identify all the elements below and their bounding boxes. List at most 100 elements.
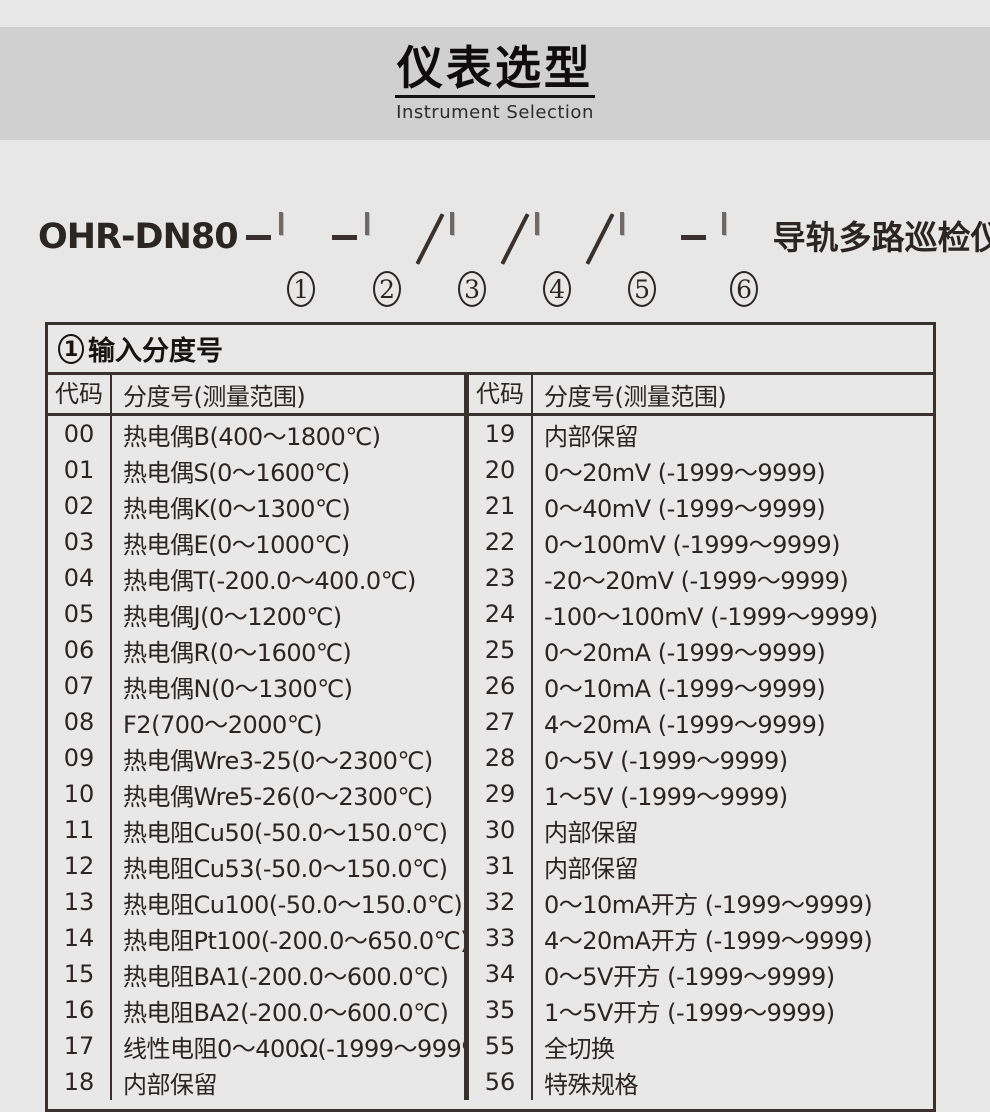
col-header-desc: 分度号(测量范围): [123, 382, 306, 411]
row-code: 32: [469, 884, 533, 920]
input-code-table: 1 输入分度号 代码 分度号(测量范围) 00 热电偶B(400～1800℃) …: [45, 322, 936, 1112]
row-desc: 热电偶E(0～1000℃): [123, 530, 350, 559]
model-box-1: 1: [278, 212, 324, 307]
code-box-icon: [534, 212, 539, 235]
row-code: 14: [48, 920, 112, 956]
row-code: 15: [48, 956, 112, 992]
row-desc: F2(700～2000℃): [123, 710, 323, 739]
table-row: 05 热电偶J(0～1200℃): [48, 596, 464, 632]
row-desc: 热电阻BA1(-200.0～600.0℃): [123, 962, 449, 991]
circled-one-icon: 1: [58, 333, 84, 364]
row-desc: 线性电阻0～400Ω(-1999～9999): [123, 1034, 464, 1063]
table-row: 20 0～20mV (-1999～9999): [469, 452, 933, 488]
row-code: 01: [48, 452, 112, 488]
slash-separator: [500, 213, 530, 265]
table-row: 27 4～20mA (-1999～9999): [469, 704, 933, 740]
table-title: 1 输入分度号: [48, 325, 933, 375]
row-code: 28: [469, 740, 533, 776]
row-desc: 热电阻Cu50(-50.0～150.0℃): [123, 818, 448, 847]
code-box-icon: [364, 212, 369, 235]
table-row: 25 0～20mA (-1999～9999): [469, 632, 933, 668]
row-desc: 热电偶B(400～1800℃): [123, 422, 381, 451]
row-desc: -20～20mV (-1999～9999): [544, 566, 849, 595]
row-code: 56: [469, 1064, 533, 1100]
row-desc: 全切换: [544, 1034, 615, 1063]
row-desc: 热电偶R(0～1600℃): [123, 638, 352, 667]
table-row: 24 -100～100mV (-1999～9999): [469, 596, 933, 632]
row-desc: 0～10mA (-1999～9999): [544, 674, 826, 703]
row-code: 12: [48, 848, 112, 884]
row-code: 03: [48, 524, 112, 560]
row-code: 10: [48, 776, 112, 812]
row-desc: 1～5V (-1999～9999): [544, 782, 788, 811]
row-code: 02: [48, 488, 112, 524]
table-row: 09 热电偶Wre3-25(0～2300℃): [48, 740, 464, 776]
row-desc: 0～10mA开方 (-1999～9999): [544, 890, 873, 919]
position-number-2: 2: [373, 271, 402, 307]
header-band: 仪表选型 Instrument Selection: [0, 27, 990, 140]
table-row: 16 热电阻BA2(-200.0～600.0℃): [48, 992, 464, 1028]
table-row: 23 -20～20mV (-1999～9999): [469, 560, 933, 596]
model-box-4: 4: [534, 212, 580, 307]
table-row: 21 0～40mV (-1999～9999): [469, 488, 933, 524]
table-row: 30 内部保留: [469, 812, 933, 848]
table-row: 01 热电偶S(0～1600℃): [48, 452, 464, 488]
slash-separator: [415, 213, 445, 265]
row-desc: 内部保留: [544, 854, 639, 883]
dash-separator: [245, 235, 271, 240]
table-rows-right: 19 内部保留 20 0～20mV (-1999～9999) 21 0～40mV…: [469, 416, 933, 1100]
row-desc: 0～20mA (-1999～9999): [544, 638, 826, 667]
table-row: 00 热电偶B(400～1800℃): [48, 416, 464, 452]
row-code: 11: [48, 812, 112, 848]
row-desc: 热电偶K(0～1300℃): [123, 494, 351, 523]
row-desc: 1～5V开方 (-1999～9999): [544, 998, 835, 1027]
row-desc: 热电偶N(0～1300℃): [123, 674, 353, 703]
row-code: 24: [469, 596, 533, 632]
row-code: 06: [48, 632, 112, 668]
row-desc: 4～20mA开方 (-1999～9999): [544, 926, 873, 955]
row-desc: 热电阻Cu100(-50.0～150.0℃): [123, 890, 463, 919]
table-row: 10 热电偶Wre5-26(0～2300℃): [48, 776, 464, 812]
position-number-5: 5: [628, 271, 657, 307]
row-code: 17: [48, 1028, 112, 1064]
table-row: 15 热电阻BA1(-200.0～600.0℃): [48, 956, 464, 992]
row-code: 31: [469, 848, 533, 884]
row-code: 20: [469, 452, 533, 488]
table-row: 34 0～5V开方 (-1999～9999): [469, 956, 933, 992]
table-row: 26 0～10mA (-1999～9999): [469, 668, 933, 704]
row-desc: 内部保留: [544, 422, 639, 451]
code-box-icon: [721, 212, 726, 235]
position-number-4: 4: [543, 271, 572, 307]
table-row: 32 0～10mA开方 (-1999～9999): [469, 884, 933, 920]
row-code: 21: [469, 488, 533, 524]
table-row: 29 1～5V (-1999～9999): [469, 776, 933, 812]
model-code-diagram: OHR-DN80 1 2 3 4 5 6 导轨多路巡检仪: [38, 212, 990, 314]
row-code: 33: [469, 920, 533, 956]
row-code: 09: [48, 740, 112, 776]
table-body: 代码 分度号(测量范围) 00 热电偶B(400～1800℃) 01 热电偶S(…: [48, 375, 933, 1100]
table-row: 35 1～5V开方 (-1999～9999): [469, 992, 933, 1028]
table-row: 18 内部保留: [48, 1064, 464, 1100]
row-code: 30: [469, 812, 533, 848]
table-row: 17 线性电阻0～400Ω(-1999～9999): [48, 1028, 464, 1064]
table-row: 22 0～100mV (-1999～9999): [469, 524, 933, 560]
model-suffix: 导轨多路巡检仪: [772, 218, 990, 257]
row-code: 22: [469, 524, 533, 560]
table-row: 08 F2(700～2000℃): [48, 704, 464, 740]
row-desc: 热电阻Cu53(-50.0～150.0℃): [123, 854, 448, 883]
row-code: 04: [48, 560, 112, 596]
position-number-1: 1: [287, 271, 316, 307]
page-title: 仪表选型: [395, 44, 595, 98]
row-desc: 热电偶J(0～1200℃): [123, 602, 342, 631]
table-row: 13 热电阻Cu100(-50.0～150.0℃): [48, 884, 464, 920]
row-desc: 热电偶S(0～1600℃): [123, 458, 350, 487]
row-code: 34: [469, 956, 533, 992]
row-code: 07: [48, 668, 112, 704]
row-code: 16: [48, 992, 112, 1028]
model-box-3: 3: [449, 212, 495, 307]
position-number-6: 6: [730, 271, 759, 307]
code-box-icon: [449, 212, 454, 235]
table-row: 03 热电偶E(0～1000℃): [48, 524, 464, 560]
table-row: 33 4～20mA开方 (-1999～9999): [469, 920, 933, 956]
table-row: 06 热电偶R(0～1600℃): [48, 632, 464, 668]
